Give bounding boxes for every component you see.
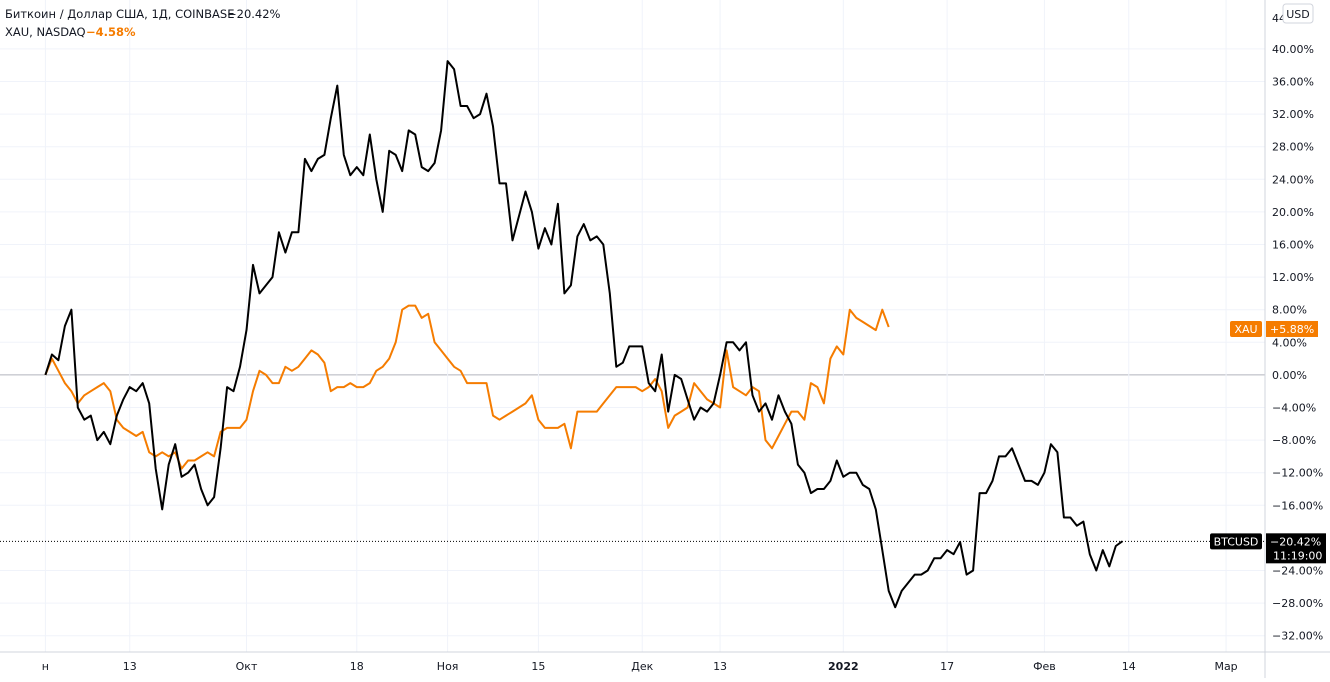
currency-button[interactable]: USD [1282,3,1314,24]
x-tick-label: 18 [350,660,364,673]
y-tick-label: 28.00% [1272,141,1314,154]
y-tick-label: −32.00% [1272,630,1323,643]
y-tick-label: −8.00% [1272,434,1316,447]
y-tick-label: −12.00% [1272,467,1323,480]
x-tick-label: 13 [713,660,727,673]
y-tick-label: −16.00% [1272,499,1323,512]
y-tick-label: 16.00% [1272,239,1314,252]
y-tick-label: −28.00% [1272,597,1323,610]
x-tick-label: 13 [123,660,137,673]
xau-value-tag [1266,320,1318,337]
btc-name-tag [1210,533,1262,550]
x-tick-label: 15 [531,660,545,673]
y-tick-label: 24.00% [1272,173,1314,186]
current-time-label: 11:19:00 [1273,549,1322,562]
x-tick-label: 17 [940,660,954,673]
y-tick-label: 4.00% [1272,336,1307,349]
currency-button-label: USD [1286,8,1310,21]
x-tick-label: 2022 [828,660,859,673]
x-tick-label: Ноя [437,660,459,673]
xau-name-tag-label: XAU [1234,323,1257,336]
y-tick-label: 12.00% [1272,271,1314,284]
y-tick-label: 0.00% [1272,369,1307,382]
legend: Биткоин / Доллар США, 1Д, COINBASE −20.4… [5,7,281,39]
y-tick-label: 36.00% [1272,76,1314,89]
x-tick-label: Мар [1214,660,1237,673]
y-tick-label: 8.00% [1272,304,1307,317]
series-line-btcusd[interactable] [44,60,1123,609]
grid-layer [0,0,1265,652]
series-layer [44,60,1123,609]
x-tick-label: 14 [1122,660,1136,673]
x-tick-label: Окт [236,660,258,673]
series-line-xau[interactable] [44,304,890,470]
y-tick-label: 40.00% [1272,43,1314,56]
x-tick-label: н [42,660,49,673]
legend-xau-name: XAU, NASDAQ [5,25,86,39]
btc-name-tag-label: BTCUSD [1214,535,1259,548]
x-tick-label: Фев [1033,660,1056,673]
y-tick-label: −4.00% [1272,402,1316,415]
xau-name-tag [1230,320,1262,337]
legend-btc-name: Биткоин / Доллар США, 1Д, COINBASE [5,7,234,21]
legend-xau-value: −4.58% [86,25,136,39]
label-layer: BTCUSD −20.42%11:19:00 XAU +5.88% [0,320,1326,564]
x-tick-label: Дек [631,660,653,673]
y-tick-label: 20.00% [1272,206,1314,219]
y-tick-label: 32.00% [1272,108,1314,121]
btc-value-label: −20.42% [1270,535,1321,548]
legend-btc-value: −20.42% [227,7,281,21]
btc-value-tag [1266,533,1326,564]
xau-value-label: +5.88% [1270,323,1314,336]
y-tick-label: −24.00% [1272,565,1323,578]
